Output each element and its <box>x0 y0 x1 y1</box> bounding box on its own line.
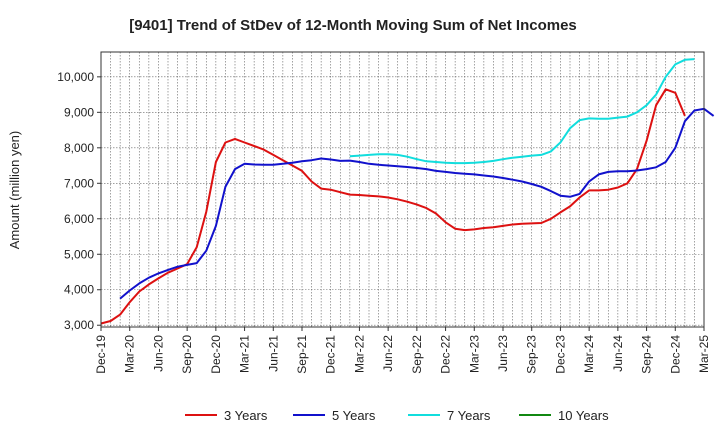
x-tick-label: Dec-20 <box>209 335 223 374</box>
y-tick-label: 10,000 <box>57 70 94 84</box>
x-tick-label: Sep-20 <box>180 335 194 374</box>
x-tick-label: Jun-22 <box>381 335 395 372</box>
y-tick-label: 3,000 <box>64 318 94 332</box>
chart-title: [9401] Trend of StDev of 12-Month Moving… <box>129 17 577 34</box>
x-tick-label: Sep-22 <box>410 335 424 374</box>
x-tick-label: Dec-21 <box>324 335 338 374</box>
x-tick-label: Mar-25 <box>697 335 711 373</box>
legend-label: 3 Years <box>224 408 268 423</box>
grid-lines <box>101 52 704 327</box>
legend-label: 5 Years <box>332 408 376 423</box>
y-tick-label: 8,000 <box>64 141 94 155</box>
plot-border <box>100 51 705 328</box>
y-axis: 3,000 4,000 5,000 6,000 7,000 8,000 9,000 10,00… <box>57 70 101 332</box>
x-tick-label: Dec-23 <box>553 335 567 374</box>
x-tick-label: Jun-20 <box>151 335 165 372</box>
x-tick-label: Mar-24 <box>582 335 596 373</box>
x-tick-label: Mar-20 <box>123 335 137 373</box>
y-axis-label: Amount (million yen) <box>7 131 22 250</box>
x-tick-label: Sep-21 <box>295 335 309 374</box>
x-tick-label: Mar-21 <box>238 335 252 373</box>
legend-label: 7 Years <box>447 408 491 423</box>
series-lines <box>100 58 715 325</box>
x-tick-label: Dec-19 <box>94 335 108 374</box>
series-line-5-years <box>119 107 715 300</box>
x-tick-label: Dec-24 <box>668 335 682 374</box>
x-tick-label: Sep-23 <box>525 335 539 374</box>
x-axis: Dec-19 Mar-20 Jun-20 Sep-20 Dec-20 Mar-21 Jun-… <box>94 327 711 374</box>
x-tick-label: Jun-24 <box>611 335 625 372</box>
x-tick-label: Jun-21 <box>266 335 280 372</box>
y-tick-label: 5,000 <box>64 247 94 261</box>
x-tick-label: Mar-22 <box>352 335 366 373</box>
series-line-7-years <box>349 58 695 165</box>
x-tick-label: Jun-23 <box>496 335 510 372</box>
y-tick-label: 7,000 <box>64 176 94 190</box>
y-tick-label: 6,000 <box>64 212 94 226</box>
legend: 3 Years 5 Years 7 Years 10 Years <box>185 408 609 423</box>
y-tick-label: 9,000 <box>64 105 94 119</box>
x-tick-label: Sep-24 <box>640 335 654 374</box>
legend-label: 10 Years <box>558 408 609 423</box>
y-tick-label: 4,000 <box>64 283 94 297</box>
x-tick-label: Mar-23 <box>467 335 481 373</box>
x-tick-label: Dec-22 <box>439 335 453 374</box>
series-line-3-years <box>100 88 686 325</box>
